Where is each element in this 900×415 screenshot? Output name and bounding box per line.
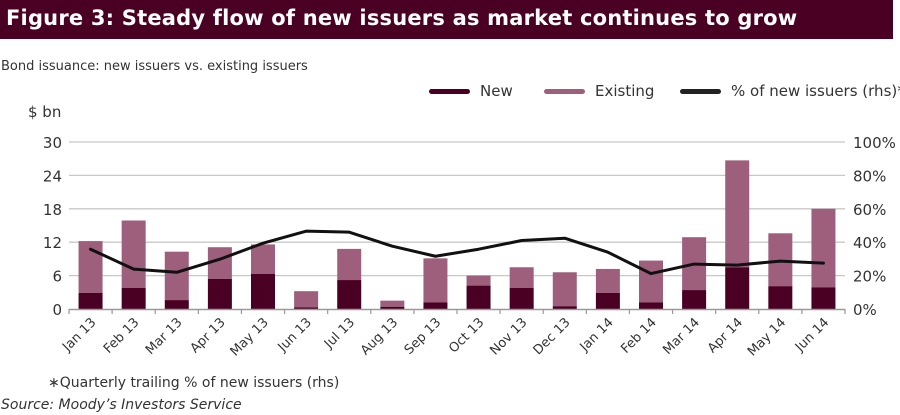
bar-existing [509,267,534,288]
y-tick-label: 6 [52,268,62,286]
x-tick-label: Feb 13 [101,315,143,357]
x-tick-label: Feb 14 [618,315,660,357]
y-tick-label: 12 [43,234,62,252]
y-axis-ticks: 0 6 12 18 24 30 [43,134,62,319]
x-tick-label: Jan 13 [59,315,99,355]
x-tick-label: Apr 14 [705,315,746,356]
bars [78,160,836,309]
x-tick-label: Mar 14 [660,315,703,358]
bar-new [811,287,836,309]
bar-existing [380,300,405,307]
bar-new [768,286,793,309]
legend-label-new: New [480,82,513,100]
bar-new [552,306,577,309]
footnote: ∗Quarterly trailing % of new issuers (rh… [48,375,340,391]
x-tick-label: Aug 13 [358,315,401,358]
x-tick-label: Mar 13 [143,315,186,358]
x-tick-label: Jun 14 [792,315,832,355]
y2-tick-label: 60% [853,201,886,219]
legend-swatch-pct [680,88,721,94]
y-tick-label: 0 [52,301,62,319]
figure-header: Figure 3: Steady flow of new issuers as … [0,0,893,39]
legend-label-pct: % of new issuers (rhs)* [731,82,900,100]
x-tick-label: Jul 13 [321,315,358,352]
x-tick-label: Jun 13 [275,315,315,355]
bar-existing [164,251,189,301]
bar-existing [423,258,448,303]
bar-new [78,292,103,309]
pct-new-issuers-line [89,229,825,276]
legend-item-pct: % of new issuers (rhs)* [680,82,900,100]
chart-subtitle: Bond issuance: new issuers vs. existing … [1,59,308,74]
bar-existing [639,260,663,303]
y2-tick-label: 80% [853,167,886,185]
y2-tick-label: 40% [853,234,886,252]
bar-existing [337,248,362,281]
legend-item-new: New [429,82,513,100]
x-tick-label: Nov 13 [487,315,530,358]
legend-label-existing: Existing [595,82,655,100]
bar-existing [294,291,319,308]
bar-existing [121,220,146,288]
y-tick-label: 30 [43,134,62,152]
bar-new [682,290,707,309]
bar-existing [466,275,491,286]
bar-new [207,278,232,309]
bar-new [595,292,620,309]
legend-swatch-new [429,88,470,94]
x-tick-label: Apr 13 [188,315,229,356]
y2-tick-label: 20% [853,268,886,286]
legend-swatch-existing [544,88,585,94]
x-tick-label: May 13 [228,315,272,359]
legend-item-existing: Existing [544,82,654,100]
y2-axis-ticks: 0% 20% 40% 60% 80% 100% [853,134,896,319]
x-tick-label: Sep 13 [402,315,445,358]
bar-new [164,300,189,309]
bar-new [725,267,750,309]
bar-existing [595,268,620,293]
bar-new [509,287,534,309]
bar-new [423,302,448,309]
pct-line-group [89,229,825,276]
y2-tick-label: 0% [853,301,877,319]
bar-existing [725,160,750,268]
bar-existing [251,244,275,274]
bar-existing [552,272,577,307]
x-tick-label: Oct 13 [446,315,487,356]
x-axis [68,308,846,314]
y2-tick-label: 100% [853,134,896,152]
bar-new [251,273,275,309]
y-axis-label: $ bn [28,103,61,121]
bar-new [121,287,146,309]
bar-new [380,306,405,309]
gridlines [69,141,845,277]
bar-existing [811,208,836,288]
x-tick-label: Jan 14 [577,315,617,355]
y-tick-label: 18 [43,201,62,219]
x-tick-label: May 14 [745,315,789,359]
bar-new [294,307,319,309]
figure-title: Figure 3: Steady flow of new issuers as … [6,6,798,30]
source-note: Source: Moody’s Investors Service [1,397,242,413]
bar-new [337,280,362,309]
x-tick-label: Dec 13 [531,315,574,358]
bar-new [639,302,663,309]
bar-new [466,285,491,309]
y-tick-label: 24 [43,167,62,185]
